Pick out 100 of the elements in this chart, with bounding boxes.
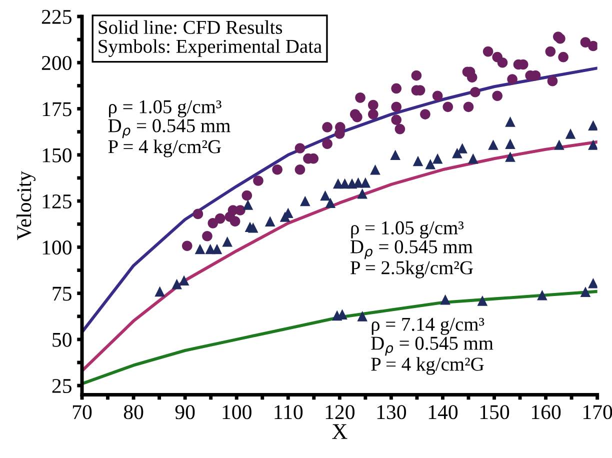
point (212, 244, 222, 254)
point (325, 198, 336, 208)
point (222, 236, 232, 247)
point (294, 164, 306, 175)
point (588, 140, 598, 150)
point (352, 112, 362, 122)
x-tick-label: 120 (326, 405, 354, 420)
point (391, 114, 402, 125)
y-tick-label: 175 (42, 102, 72, 116)
point (497, 57, 508, 68)
point (208, 218, 218, 228)
x-tick-label: 160 (532, 405, 561, 420)
point (264, 216, 276, 226)
y-tick-label: 75 (52, 286, 72, 301)
point (368, 100, 378, 110)
point (182, 240, 192, 252)
y-axis-title: Velocity (16, 171, 36, 240)
y-tick-label: 200 (42, 56, 72, 70)
point (154, 286, 165, 297)
annotation: Solid line: CFD Results Symbols: Experimental Data (98, 20, 322, 57)
point (457, 143, 468, 154)
point (192, 208, 204, 220)
x-tick-label: 70 (72, 405, 92, 420)
point (194, 244, 206, 254)
point (580, 286, 591, 297)
annotation: ρ = 7.14 g/cm³ D$_{ρ}$ = 0.545 mm P = 4 kg/cm²G (371, 318, 494, 375)
point (214, 213, 226, 224)
point (565, 128, 576, 139)
point (360, 177, 371, 188)
point (420, 109, 430, 120)
annotation: ρ = 1.05 g/cm³ D$_{ρ}$ = 0.545 mm P = 2.5kg/cm²G (350, 221, 473, 278)
point (394, 124, 406, 134)
point (178, 275, 190, 286)
point (545, 46, 556, 57)
point (172, 278, 182, 290)
point (588, 40, 598, 52)
point (202, 230, 212, 242)
point (470, 87, 480, 98)
x-axis-title: X (332, 424, 348, 439)
point (411, 70, 422, 81)
point (442, 102, 454, 112)
point (300, 196, 310, 206)
point (440, 294, 450, 305)
x-tick-label: 100 (222, 405, 252, 420)
line-series (82, 290, 598, 386)
point (468, 153, 478, 164)
y-tick-label: 225 (42, 10, 72, 24)
point (370, 164, 380, 175)
point (253, 176, 264, 186)
x-tick-label: 170 (584, 405, 612, 420)
x-tick-label: 130 (377, 405, 406, 420)
point (466, 72, 478, 83)
point (230, 216, 240, 226)
x-tick-label: 110 (274, 405, 303, 420)
line-series (82, 66, 598, 334)
point (322, 122, 332, 132)
point (425, 158, 436, 170)
point (272, 164, 282, 175)
point (391, 102, 402, 112)
y-tick-label: 100 (42, 240, 72, 255)
point (558, 52, 568, 62)
point (492, 90, 502, 101)
point (235, 205, 246, 216)
y-tick-label: 50 (52, 332, 72, 347)
point (505, 152, 516, 162)
point (390, 150, 400, 160)
point (505, 138, 516, 149)
point (355, 92, 366, 103)
x-tick-label: 150 (480, 405, 510, 420)
x-tick-label: 90 (175, 405, 195, 420)
y-tick-label: 25 (52, 379, 72, 393)
annotation: ρ = 1.05 g/cm³ D$_{ρ}$ = 0.545 mm P = 4 kg/cm²G (108, 100, 230, 158)
y-tick-label: 150 (42, 148, 72, 162)
point (477, 296, 488, 306)
point (335, 122, 346, 132)
point (242, 200, 254, 210)
point (505, 116, 516, 127)
point (588, 278, 598, 288)
point (432, 90, 443, 101)
point (482, 46, 494, 57)
point (322, 138, 332, 149)
point (432, 153, 443, 164)
point (357, 188, 368, 199)
point (547, 76, 558, 86)
point (463, 102, 474, 112)
point (537, 290, 548, 300)
point (452, 148, 462, 158)
point (507, 74, 518, 84)
point (412, 156, 424, 166)
x-tick-label: 80 (124, 405, 144, 420)
point (580, 37, 591, 48)
point (357, 311, 368, 322)
point (368, 109, 378, 120)
point (320, 190, 330, 201)
point (242, 190, 252, 201)
y-tick-label: 125 (42, 194, 72, 208)
point (294, 143, 306, 154)
x-tick-label: 140 (428, 405, 458, 420)
point (248, 222, 258, 233)
point (340, 178, 350, 189)
